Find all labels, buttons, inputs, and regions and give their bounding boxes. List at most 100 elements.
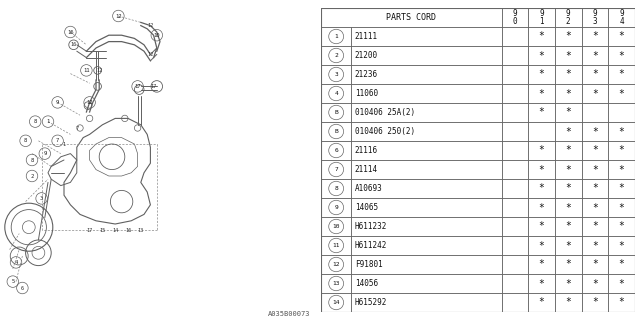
Text: 21236: 21236 [355, 70, 378, 79]
Bar [528, 217, 555, 236]
Text: 14065: 14065 [355, 203, 378, 212]
Text: *: * [539, 221, 545, 231]
Text: *: * [565, 298, 571, 308]
Bar [608, 160, 635, 179]
Bar [582, 103, 608, 122]
Text: 4: 4 [14, 260, 18, 265]
Text: 14: 14 [112, 228, 118, 233]
Bar [608, 274, 635, 293]
Text: *: * [565, 146, 571, 156]
Text: 11: 11 [83, 68, 90, 73]
Bar [502, 46, 528, 65]
Bar [351, 217, 502, 236]
Bar [502, 122, 528, 141]
Bar [321, 141, 351, 160]
Text: *: * [619, 260, 625, 269]
Text: *: * [565, 164, 571, 174]
Text: 7: 7 [334, 167, 338, 172]
Text: *: * [619, 183, 625, 194]
Text: 1: 1 [334, 34, 338, 39]
Bar [321, 8, 502, 27]
Text: 9
3: 9 3 [593, 9, 597, 26]
Text: 5: 5 [11, 279, 15, 284]
Bar [582, 236, 608, 255]
Bar [528, 84, 555, 103]
Text: 16: 16 [125, 228, 131, 233]
Text: B: B [334, 129, 338, 134]
Text: 2: 2 [30, 173, 34, 179]
Bar [608, 84, 635, 103]
Bar [555, 236, 582, 255]
Bar [582, 65, 608, 84]
Text: 010406 250(2): 010406 250(2) [355, 127, 415, 136]
Text: *: * [565, 126, 571, 137]
Text: 3: 3 [40, 196, 44, 201]
Bar [582, 141, 608, 160]
Text: *: * [565, 183, 571, 194]
Text: 8: 8 [334, 186, 338, 191]
Bar [555, 122, 582, 141]
Text: A10693: A10693 [355, 184, 383, 193]
Text: 8: 8 [33, 119, 37, 124]
Bar [351, 65, 502, 84]
Text: *: * [539, 164, 545, 174]
Text: *: * [565, 260, 571, 269]
Text: *: * [592, 241, 598, 251]
Text: *: * [592, 183, 598, 194]
Text: B: B [334, 110, 338, 115]
Bar [528, 141, 555, 160]
Bar [502, 274, 528, 293]
Text: *: * [539, 260, 545, 269]
Bar [321, 84, 351, 103]
Text: *: * [539, 89, 545, 99]
Bar [351, 160, 502, 179]
Text: *: * [592, 260, 598, 269]
Text: *: * [565, 221, 571, 231]
Text: *: * [565, 31, 571, 42]
Text: *: * [539, 203, 545, 212]
Bar [351, 255, 502, 274]
Bar [351, 122, 502, 141]
Bar [321, 198, 351, 217]
Bar [555, 160, 582, 179]
Text: 9: 9 [43, 151, 47, 156]
Text: 12: 12 [86, 100, 93, 105]
Text: *: * [539, 278, 545, 289]
Bar [608, 65, 635, 84]
Bar [528, 255, 555, 274]
Bar [502, 179, 528, 198]
Text: *: * [565, 241, 571, 251]
Bar [608, 255, 635, 274]
Bar [502, 8, 528, 27]
Text: 1: 1 [46, 119, 50, 124]
Bar [502, 198, 528, 217]
Bar [582, 8, 608, 27]
Text: 16: 16 [67, 29, 74, 35]
Text: *: * [619, 298, 625, 308]
Bar [321, 103, 351, 122]
Bar [321, 160, 351, 179]
Bar [321, 236, 351, 255]
Text: 16: 16 [70, 42, 77, 47]
Text: *: * [619, 31, 625, 42]
Text: *: * [592, 203, 598, 212]
Text: 14: 14 [332, 300, 340, 305]
Text: H615292: H615292 [355, 298, 387, 307]
Bar [321, 122, 351, 141]
Text: 6: 6 [21, 285, 24, 291]
Bar [608, 217, 635, 236]
Text: 6: 6 [334, 148, 338, 153]
Bar [555, 217, 582, 236]
Bar [582, 46, 608, 65]
Text: 11060: 11060 [355, 89, 378, 98]
Text: 7: 7 [56, 138, 60, 143]
Bar [555, 8, 582, 27]
Bar [351, 27, 502, 46]
Bar [528, 160, 555, 179]
Text: *: * [539, 241, 545, 251]
Bar [351, 103, 502, 122]
Bar [582, 122, 608, 141]
Bar [321, 46, 351, 65]
Text: *: * [565, 89, 571, 99]
Bar [608, 236, 635, 255]
